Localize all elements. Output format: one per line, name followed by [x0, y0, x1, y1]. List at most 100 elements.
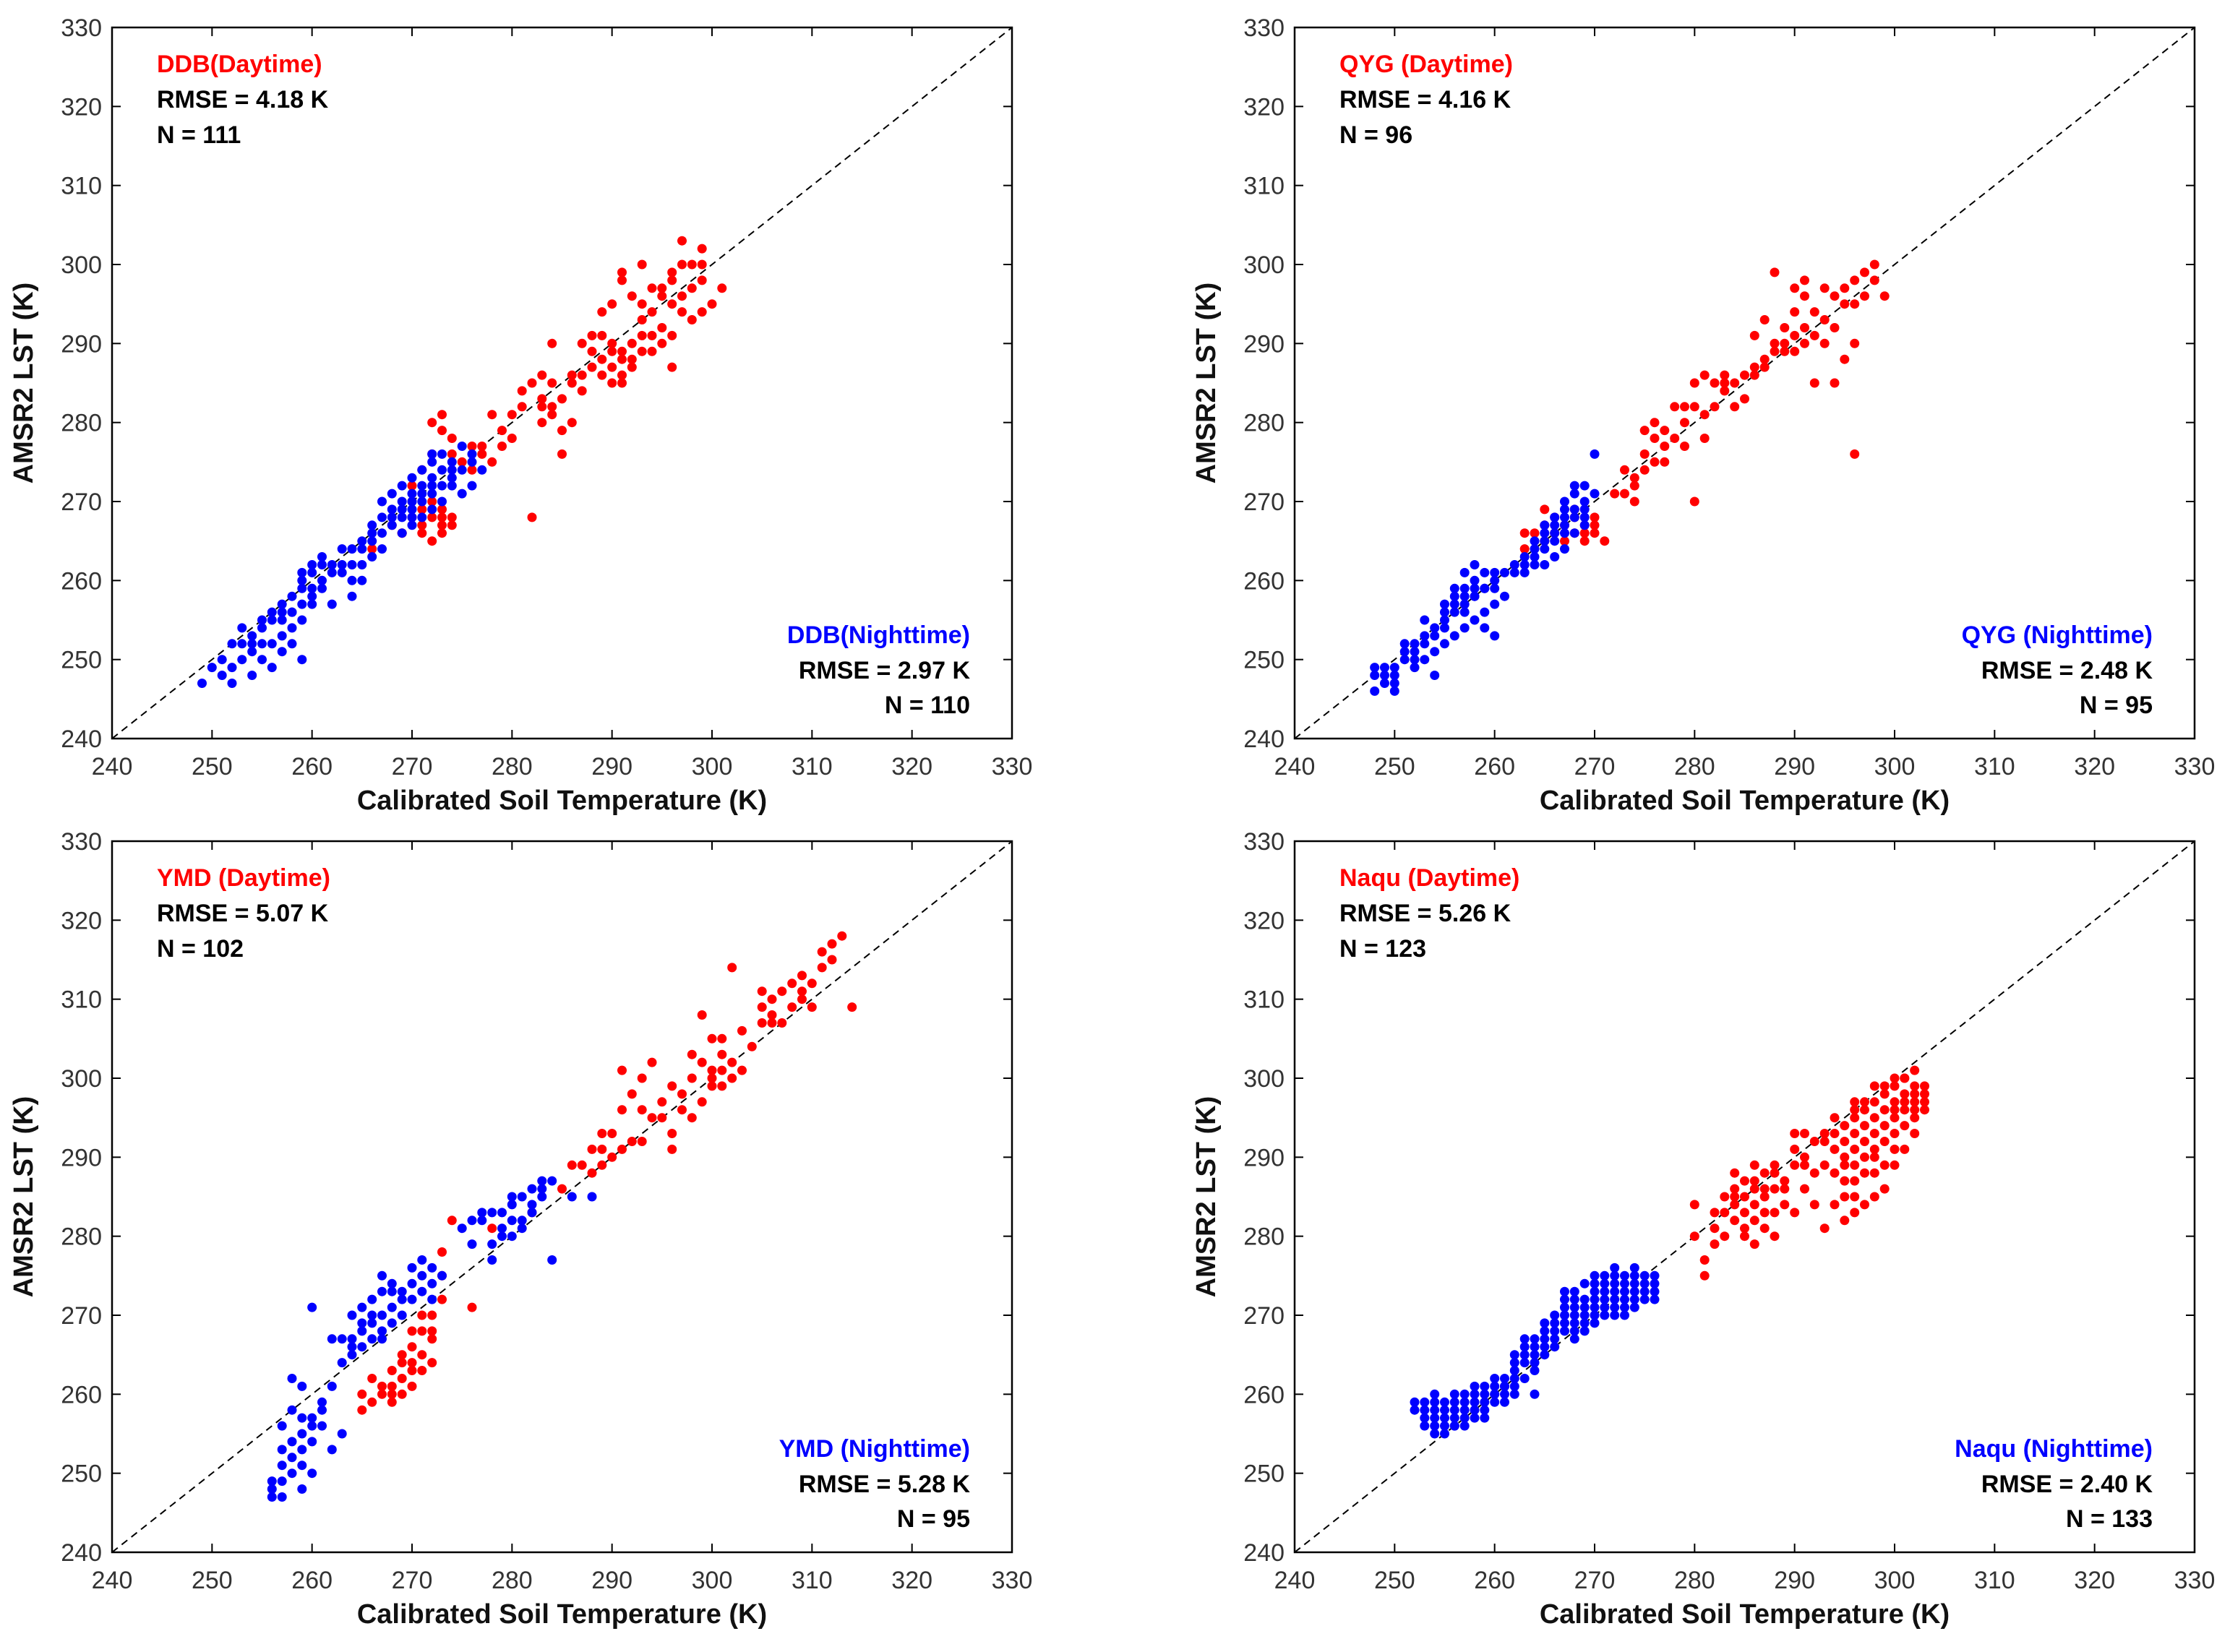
panel-naqu-night-point-49: [1610, 1270, 1620, 1281]
panel-naqu-night-point-73: [1560, 1286, 1569, 1296]
panel-ddb-night-point-84: [387, 512, 397, 522]
panel-qyg-day-point-60: [1809, 307, 1819, 317]
panel-ddb-night-n: N = 110: [885, 692, 970, 719]
panel-qyg-night-point-17: [1440, 639, 1449, 649]
panel-naqu-day-point-74: [1879, 1121, 1890, 1131]
panel-qyg-day-point-65: [1830, 291, 1840, 301]
panel-ddb-night-point-58: [407, 473, 417, 483]
panel-naqu-night-point-5: [1430, 1389, 1440, 1399]
panel-qyg-night-point-21: [1449, 607, 1459, 617]
panel-ymd-day-point-18: [427, 1358, 437, 1368]
panel-ddb-night-point-1: [217, 671, 227, 680]
panel-ddb-night-point-37: [337, 560, 347, 569]
panel-ymd-day-point-13: [407, 1342, 417, 1352]
panel-ymd-night-point-55: [487, 1239, 497, 1249]
panel-ddb-night-point-15: [267, 639, 277, 649]
panel-naqu-night-point-57: [1650, 1270, 1660, 1281]
panel-naqu-night-point-76: [1530, 1342, 1540, 1352]
panel-ddb-night-point-9: [247, 647, 257, 657]
panel-naqu-day-point-62: [1860, 1137, 1869, 1146]
panel-qyg-day-point-26: [1660, 457, 1670, 467]
panel-qyg-night-point-75: [1560, 520, 1569, 530]
panel-naqu-night-point-108: [1560, 1318, 1569, 1328]
panel-ddb-night-point-33: [317, 575, 327, 585]
panel-naqu-day-point-83: [1900, 1121, 1910, 1131]
panel-ddb-day-point-108: [577, 338, 587, 348]
panel-ddb-day-point-20: [437, 410, 447, 420]
panel-naqu-night-point-79: [1500, 1374, 1509, 1383]
panel-ymd-one-to-one-line: [111, 840, 1013, 1553]
panel-naqu-night-point-75: [1540, 1318, 1550, 1328]
panel-ddb-day-point-51: [607, 378, 617, 388]
panel-ymd-night-point-58: [507, 1231, 517, 1242]
panel-naqu-day-point-76: [1879, 1089, 1890, 1099]
panel-ddb-day-point-90: [707, 299, 717, 309]
panel-qyg-night-point-38: [1500, 591, 1509, 601]
panel-ymd-xtick-label-5: 290: [591, 1567, 632, 1594]
panel-ymd-day-point-17: [417, 1326, 427, 1336]
panel-naqu-night-point-62: [1610, 1294, 1620, 1304]
panel-naqu-night-point-39: [1579, 1310, 1590, 1320]
panel-naqu-night-point-45: [1600, 1294, 1610, 1304]
panel-ymd-night-series: [267, 1176, 597, 1502]
panel-ddb-xtick-label-4: 280: [492, 753, 533, 780]
panel-ddb-day-rmse: RMSE = 4.18 K: [157, 86, 329, 113]
panel-qyg-night-point-2: [1380, 679, 1389, 688]
panel-ymd-xtick-label-3: 270: [392, 1567, 433, 1594]
panel-qyg-night-point-89: [1410, 647, 1420, 657]
panel-qyg-day-point-66: [1840, 354, 1850, 364]
panel-naqu-night-point-15: [1480, 1397, 1490, 1407]
panel-ddb-night-point-63: [427, 504, 437, 515]
panel-ymd-night-point-20: [317, 1405, 327, 1415]
panel-ddb-day-point-56: [617, 378, 627, 388]
panel-ddb-night-point-74: [467, 481, 477, 491]
panel-ymd-day-point-40: [637, 1137, 647, 1146]
panel-naqu-day-point-71: [1879, 1184, 1890, 1194]
panel-ddb-day-point-104: [437, 528, 447, 538]
panel-qyg-night-point-20: [1449, 631, 1459, 641]
panel-naqu-night-point-72: [1569, 1294, 1579, 1304]
panel-qyg-xtick-label-6: 300: [1874, 753, 1916, 780]
panel-ymd-xtick-label-1: 250: [192, 1567, 233, 1594]
panel-ymd-day-point-23: [437, 1247, 447, 1257]
panel-naqu-day-point-58: [1850, 1097, 1860, 1107]
panel-ymd-x-axis-title: Calibrated Soil Temperature (K): [357, 1599, 767, 1630]
panel-naqu-night-point-123: [1490, 1389, 1500, 1399]
panel-ymd: 240 250 260 270 280 290 300 310 320 330 240 250 260 2…: [9, 828, 1032, 1630]
panel-ddb-day-point-65: [637, 346, 647, 356]
panel-ymd-night-point-54: [487, 1255, 497, 1265]
panel-qyg-day-point-41: [1740, 394, 1749, 404]
panel-naqu-night-point-6: [1440, 1413, 1449, 1423]
panel-naqu-night-point-16: [1480, 1381, 1490, 1391]
panel-naqu-xtick-label-4: 280: [1674, 1567, 1715, 1594]
panel-qyg-night-point-40: [1519, 567, 1530, 577]
panel-qyg-day-point-36: [1710, 402, 1720, 412]
panel-ddb-xtick-label-0: 240: [92, 753, 133, 780]
panel-ymd-night-point-84: [297, 1445, 307, 1455]
panel-ddb-night-point-85: [407, 496, 417, 507]
panel-naqu-night-point-77: [1519, 1350, 1530, 1360]
panel-ymd-day-point-90: [487, 1223, 497, 1234]
panel-ddb-day-point-74: [657, 291, 667, 301]
panel-qyg-day-point-83: [1809, 330, 1819, 340]
panel-naqu-xtick-label-0: 240: [1274, 1567, 1316, 1594]
panel-qyg-night-point-10: [1410, 639, 1420, 649]
panel-ddb-night-point-57: [407, 489, 417, 499]
panel-ddb-night-point-10: [247, 631, 257, 641]
panel-ymd-day-point-77: [797, 986, 807, 997]
panel-naqu-day-point-119: [1920, 1097, 1929, 1107]
panel-ymd-night-point-1: [267, 1484, 277, 1494]
panel-ymd-day-point-35: [617, 1144, 627, 1154]
panel-ymd-night-point-38: [387, 1318, 397, 1328]
panel-qyg-ytick-label-2: 260: [1243, 567, 1285, 595]
panel-naqu-day-point-8: [1730, 1216, 1740, 1226]
panel-qyg-day-point-79: [1670, 434, 1680, 443]
panel-ddb-night-point-43: [357, 544, 367, 554]
panel-qyg-day-point-28: [1670, 402, 1680, 412]
panel-qyg-day-point-30: [1680, 402, 1689, 412]
panel-ymd-day-point-76: [787, 978, 797, 989]
panel-ddb-day-point-50: [597, 307, 607, 317]
panel-ddb-day-point-52: [607, 362, 617, 372]
panel-naqu-day-point-21: [1759, 1223, 1770, 1234]
panel-ymd-day-point-9: [397, 1374, 407, 1383]
